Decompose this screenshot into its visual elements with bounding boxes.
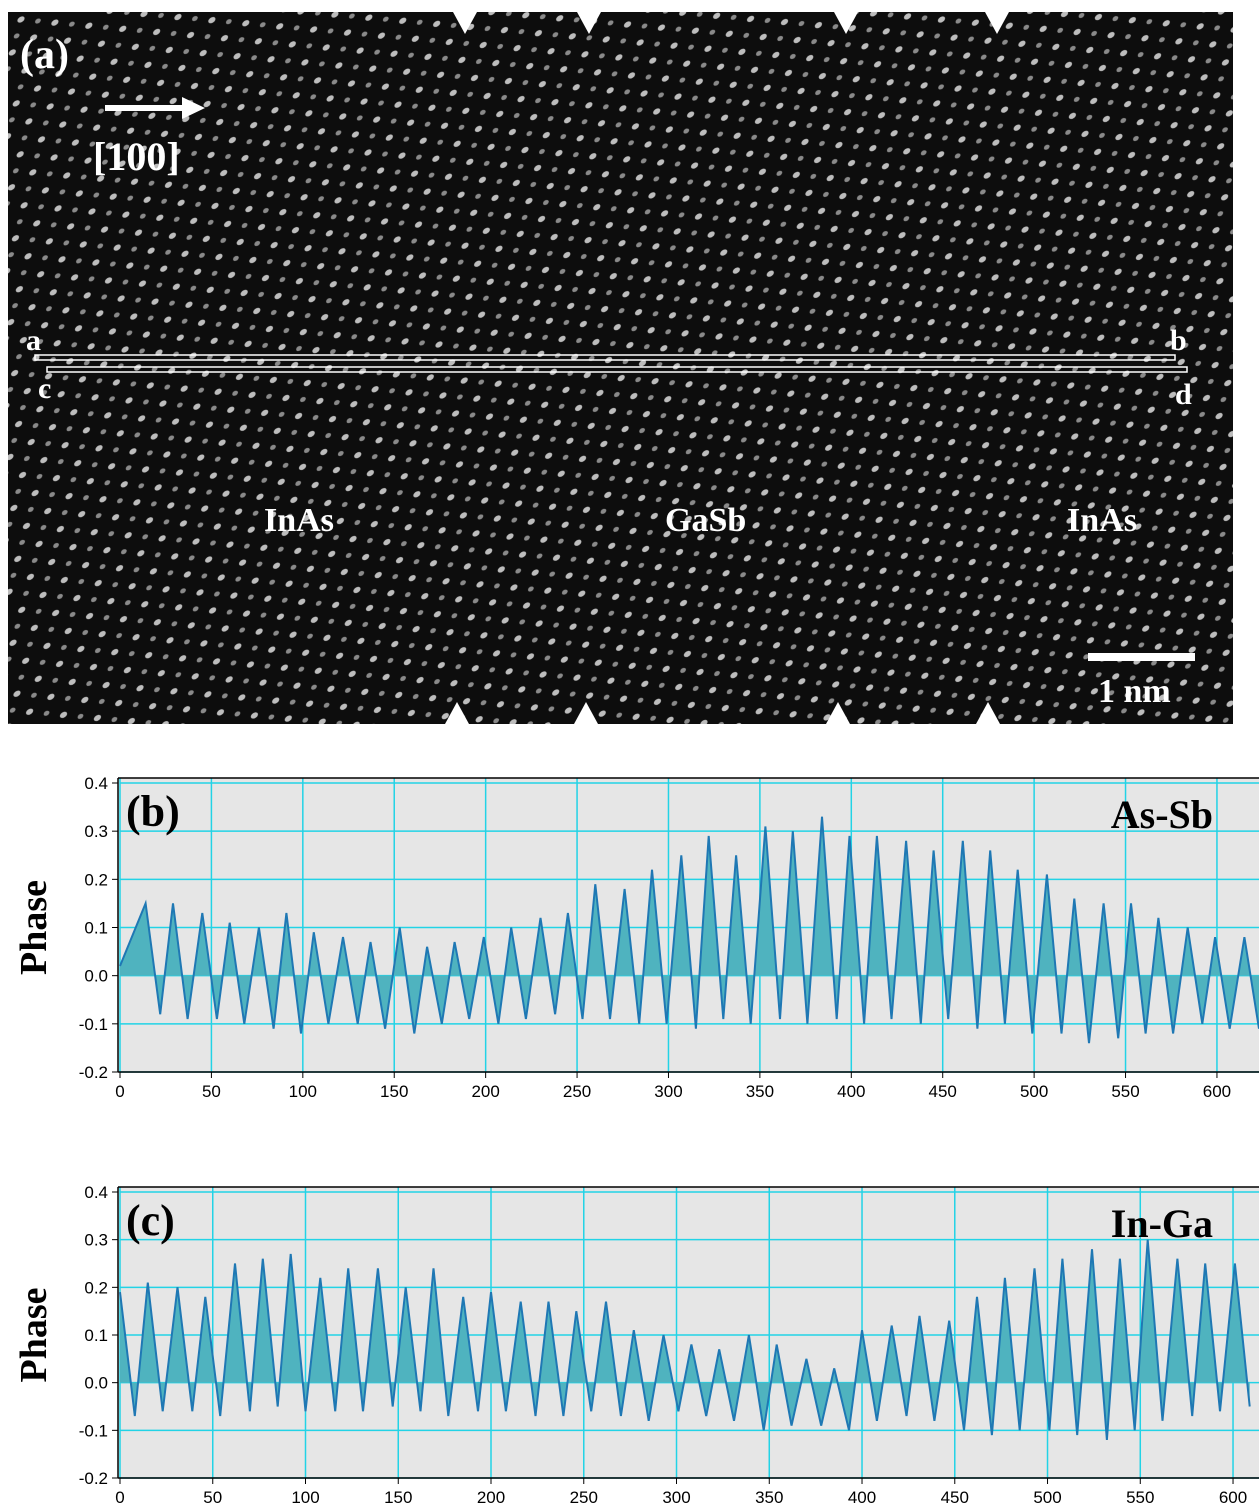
y-tick-label: 0.4 — [84, 774, 108, 793]
y-tick-label: -0.1 — [79, 1421, 108, 1440]
x-tick-label: 50 — [203, 1488, 222, 1507]
scale-bar — [1088, 653, 1195, 661]
x-tick-label: 600 — [1219, 1488, 1247, 1507]
y-tick-label: 0.0 — [84, 1374, 108, 1393]
line-label: d — [1175, 378, 1192, 411]
x-tick-label: 250 — [563, 1082, 591, 1101]
x-tick-label: 600 — [1203, 1082, 1231, 1101]
x-tick-label: 50 — [202, 1082, 221, 1101]
plot-area — [118, 778, 1259, 1072]
y-tick-label: 0.0 — [84, 967, 108, 986]
scale-label: 1 nm — [1098, 673, 1171, 710]
interface-markers — [445, 12, 1009, 724]
x-tick-label: 150 — [384, 1488, 412, 1507]
line — [119, 816, 1259, 1044]
region-label: GaSb — [665, 502, 746, 539]
x-tick-label: 500 — [1020, 1082, 1048, 1101]
panel-label: (a) — [20, 32, 69, 78]
line-label: c — [38, 372, 51, 405]
y-tick-label: 0.2 — [84, 870, 108, 889]
line-label: b — [1170, 324, 1187, 357]
region-label: InAs — [1067, 502, 1137, 539]
x-tick-label: 450 — [929, 1082, 957, 1101]
region-label: InAs — [264, 502, 334, 539]
y-tick-label: 0.2 — [84, 1278, 108, 1297]
x-tick-label: 300 — [654, 1082, 682, 1101]
chart: -0.2 -0.1 0.0 0.1 0.2 0.3 0.4 0 50 100 150 200 250 30… — [13, 1183, 1259, 1507]
x-tick-label: 100 — [289, 1082, 317, 1101]
y-tick-label: -0.2 — [79, 1063, 108, 1082]
y-tick-label: -0.1 — [79, 1015, 108, 1034]
annotation: In-Ga — [1111, 1201, 1213, 1246]
x-tick-label: 200 — [471, 1082, 499, 1101]
x-tick-label: 100 — [291, 1488, 319, 1507]
x-tick-label: 350 — [755, 1488, 783, 1507]
panel-label: (c) — [126, 1196, 175, 1245]
x-tick-label: 250 — [570, 1488, 598, 1507]
micrograph: (a) [100] a b c d InAs GaSb InAs 1 nm — [8, 12, 1233, 724]
x-tick-label: 350 — [746, 1082, 774, 1101]
y-axis-label: Phase — [13, 1288, 55, 1383]
x-tick-label: 150 — [380, 1082, 408, 1101]
y-tick-label: 0.3 — [84, 822, 108, 841]
panel-label: (b) — [126, 787, 180, 836]
x-tick-label: 450 — [941, 1488, 969, 1507]
x-tick-label: 400 — [848, 1488, 876, 1507]
direction-label: [100] — [93, 134, 180, 179]
y-tick-label: 0.1 — [84, 1326, 108, 1345]
annotation: As-Sb — [1111, 792, 1213, 837]
lattice-image — [8, 12, 1233, 724]
x-tick-label: 200 — [477, 1488, 505, 1507]
x-tick-label: 0 — [115, 1488, 124, 1507]
y-axis-label: Phase — [13, 880, 55, 975]
x-tick-label: 500 — [1033, 1488, 1061, 1507]
x-tick-label: 0 — [115, 1082, 124, 1101]
x-tick-label: 550 — [1126, 1488, 1154, 1507]
chart: -0.2 -0.1 0.0 0.1 0.2 0.3 0.4 0 50 100 150 200 250 30… — [13, 774, 1259, 1101]
y-tick-label: 0.3 — [84, 1231, 108, 1250]
y-tick-label: -0.2 — [79, 1469, 108, 1488]
x-tick-label: 550 — [1111, 1082, 1139, 1101]
x-tick-label: 400 — [837, 1082, 865, 1101]
line — [119, 1239, 1251, 1440]
x-tick-label: 300 — [662, 1488, 690, 1507]
y-tick-label: 0.1 — [84, 919, 108, 938]
profile-lines — [34, 354, 1188, 373]
line-label: a — [26, 324, 41, 357]
arrow-head — [182, 97, 205, 119]
y-tick-label: 0.4 — [84, 1183, 108, 1202]
